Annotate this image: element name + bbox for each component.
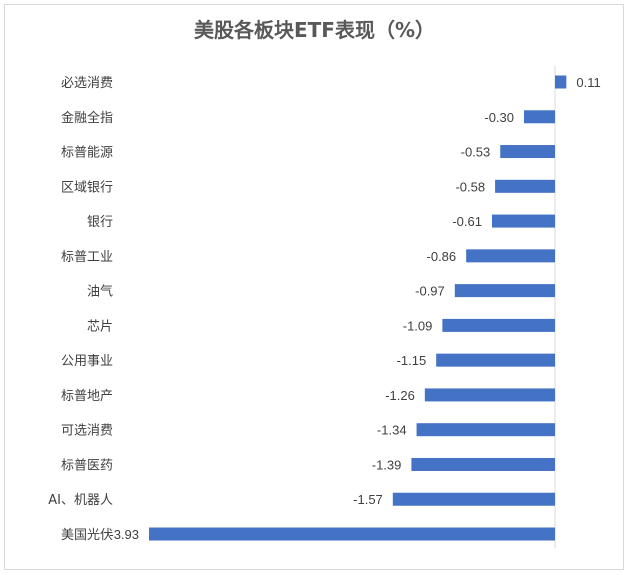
value-label: -0.61 [452,214,482,229]
category-label: 金融全指 [61,110,113,126]
bars-group [149,66,567,548]
bar [436,353,555,367]
value-label: -0.86 [427,249,457,264]
category-label: 银行 [87,215,113,230]
bar [392,492,555,506]
value-label: -1.57 [353,492,383,507]
bar [524,110,555,124]
value-label: 0.11 [576,75,600,90]
bar [411,457,555,471]
category-label: 美国光伏 [61,528,113,543]
bar [442,318,555,332]
bar [416,423,555,437]
chart-title: 美股各板块ETF表现（%） [193,18,435,42]
value-label: -1.15 [397,353,427,368]
category-label: 芯片 [87,319,113,334]
bar [495,179,555,193]
value-label: -0.97 [415,284,445,299]
value-label: -0.30 [484,110,514,125]
value-label: -1.39 [372,457,402,472]
category-label: AI、机器人 [48,493,113,508]
category-label: 标普医药 [61,458,113,473]
category-label: 区域银行 [61,180,113,195]
category-label: 必选消费 [61,76,113,91]
bar [424,388,555,402]
bar [555,75,567,89]
bar [491,214,555,228]
value-label: -0.58 [455,179,485,194]
labels-group: 必选消费 0.11 金融全指 -0.30 标普能源 -0.53 区域银行 -0.58 银行 -0.… [48,75,600,543]
category-label: 公用事业 [61,354,113,369]
category-label: 标普地产 [61,389,113,404]
value-label: -1.34 [377,423,407,438]
value-label: -3.93 [109,527,139,542]
bar [454,284,555,298]
bar [466,249,555,263]
category-label: 标普工业 [61,250,113,265]
category-label: 油气 [87,284,113,300]
value-label: -1.26 [385,388,415,403]
category-label: 可选消费 [61,424,113,439]
bar [149,527,555,541]
value-label: -1.09 [403,318,433,333]
category-label: 标普能源 [61,146,113,161]
bar [500,145,555,159]
value-label: -0.53 [461,145,491,160]
